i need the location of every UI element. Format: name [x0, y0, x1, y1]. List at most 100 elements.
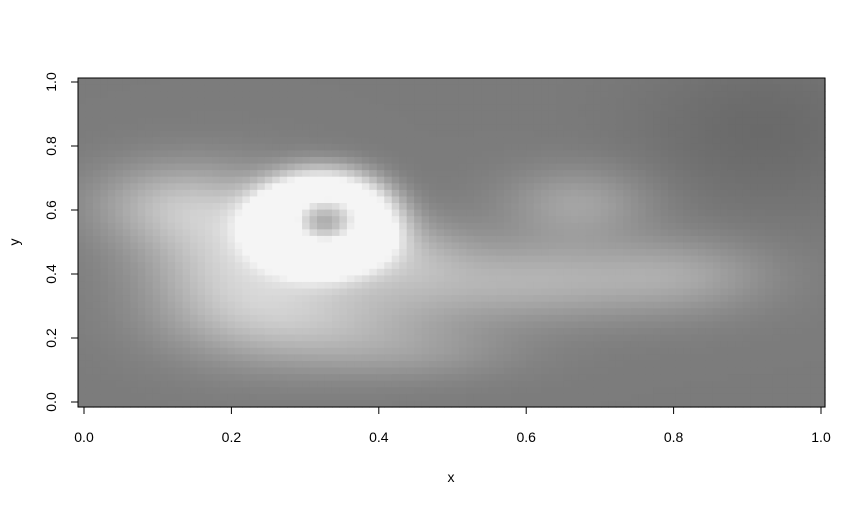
heatmap-cell — [152, 249, 161, 257]
heatmap-cell — [182, 387, 191, 395]
heatmap-cell — [324, 235, 333, 244]
heatmap-cell — [638, 314, 647, 323]
heatmap-cell — [533, 124, 542, 132]
heatmap-cell — [750, 183, 759, 191]
heatmap-cell — [810, 104, 819, 112]
heatmap-cell — [563, 301, 572, 309]
heatmap-cell — [712, 196, 722, 204]
heatmap-cell — [608, 209, 617, 217]
heatmap-cell — [354, 367, 363, 375]
heatmap-cell — [556, 341, 565, 349]
heatmap-cell — [458, 137, 468, 145]
heatmap-cell — [810, 347, 819, 355]
heatmap-cell — [727, 281, 736, 290]
heatmap-cell — [160, 334, 169, 342]
heatmap-cell — [496, 97, 505, 105]
heatmap-cell — [272, 183, 281, 191]
heatmap-cell — [197, 78, 206, 86]
heatmap-cell — [421, 334, 430, 342]
heatmap-cell — [765, 308, 774, 316]
heatmap-cell — [264, 196, 273, 204]
heatmap-cell — [526, 281, 535, 290]
heatmap-cell — [802, 216, 811, 224]
heatmap-cell — [600, 189, 609, 198]
heatmap-cell — [742, 104, 751, 112]
heatmap-cell — [571, 367, 580, 375]
heatmap-cell — [339, 170, 348, 178]
heatmap-cell — [600, 176, 609, 184]
heatmap-cell — [556, 354, 565, 362]
heatmap-cell — [712, 262, 722, 270]
heatmap-cell — [249, 367, 258, 375]
heatmap-cell — [182, 334, 191, 342]
heatmap-cell — [331, 367, 341, 375]
heatmap-cell — [234, 281, 243, 290]
heatmap-cell — [503, 380, 512, 388]
heatmap-cell — [675, 334, 684, 342]
heatmap-cell — [182, 262, 191, 270]
heatmap-cell — [638, 334, 647, 342]
heatmap-cell — [264, 124, 273, 132]
heatmap-cell — [668, 387, 677, 395]
heatmap-cell — [287, 143, 296, 151]
heatmap-cell — [503, 275, 512, 283]
heatmap-cell — [190, 341, 199, 349]
heatmap-cell — [369, 183, 378, 191]
heatmap-cell — [451, 91, 460, 99]
heatmap-cell — [593, 150, 602, 158]
heatmap-cell — [690, 84, 699, 92]
heatmap-cell — [511, 380, 520, 388]
heatmap-cell — [219, 203, 228, 211]
heatmap-cell — [249, 255, 258, 263]
heatmap-cell — [78, 393, 87, 402]
heatmap-cell — [444, 400, 453, 408]
heatmap-cell — [615, 308, 624, 316]
heatmap-cell — [152, 268, 161, 276]
heatmap-cell — [690, 255, 699, 263]
heatmap-cell — [810, 262, 819, 270]
heatmap-cell — [406, 110, 415, 119]
heatmap-cell — [346, 196, 355, 204]
heatmap-cell — [264, 242, 273, 250]
heatmap-cell — [742, 380, 751, 388]
heatmap-cell — [712, 301, 722, 309]
heatmap-cell — [212, 301, 221, 309]
heatmap-cell — [92, 334, 102, 342]
heatmap-cell — [511, 255, 520, 263]
heatmap-cell — [772, 354, 781, 362]
heatmap-cell — [78, 137, 87, 145]
heatmap-cell — [511, 308, 520, 316]
heatmap-cell — [668, 354, 677, 362]
heatmap-cell — [190, 189, 199, 198]
heatmap-cell — [518, 380, 527, 388]
heatmap-cell — [473, 374, 482, 382]
heatmap-cell — [563, 374, 572, 382]
heatmap-cell — [675, 189, 684, 198]
heatmap-cell — [130, 354, 139, 362]
heatmap-cell — [735, 380, 744, 388]
heatmap-cell — [384, 262, 393, 270]
heatmap-cell — [115, 229, 124, 237]
heatmap-cell — [541, 203, 550, 211]
heatmap-cell — [421, 374, 430, 382]
heatmap-cell — [511, 400, 520, 408]
heatmap-cell — [212, 334, 221, 342]
heatmap-cell — [399, 367, 408, 375]
heatmap-cell — [720, 314, 729, 323]
heatmap-cell — [324, 78, 333, 86]
heatmap-cell — [182, 189, 191, 198]
heatmap-cell — [152, 334, 161, 342]
heatmap-cell — [369, 216, 378, 224]
heatmap-cell — [391, 288, 400, 296]
heatmap-cell — [511, 170, 520, 178]
heatmap-cell — [496, 387, 505, 395]
heatmap-cell — [302, 117, 311, 125]
heatmap-cell — [705, 203, 714, 211]
heatmap-cell — [787, 387, 796, 395]
heatmap-cell — [772, 117, 781, 125]
heatmap-cell — [668, 143, 677, 151]
heatmap-cell — [137, 104, 146, 112]
heatmap-cell — [100, 156, 109, 165]
heatmap-cell — [473, 84, 482, 92]
heatmap-cell — [130, 163, 139, 171]
